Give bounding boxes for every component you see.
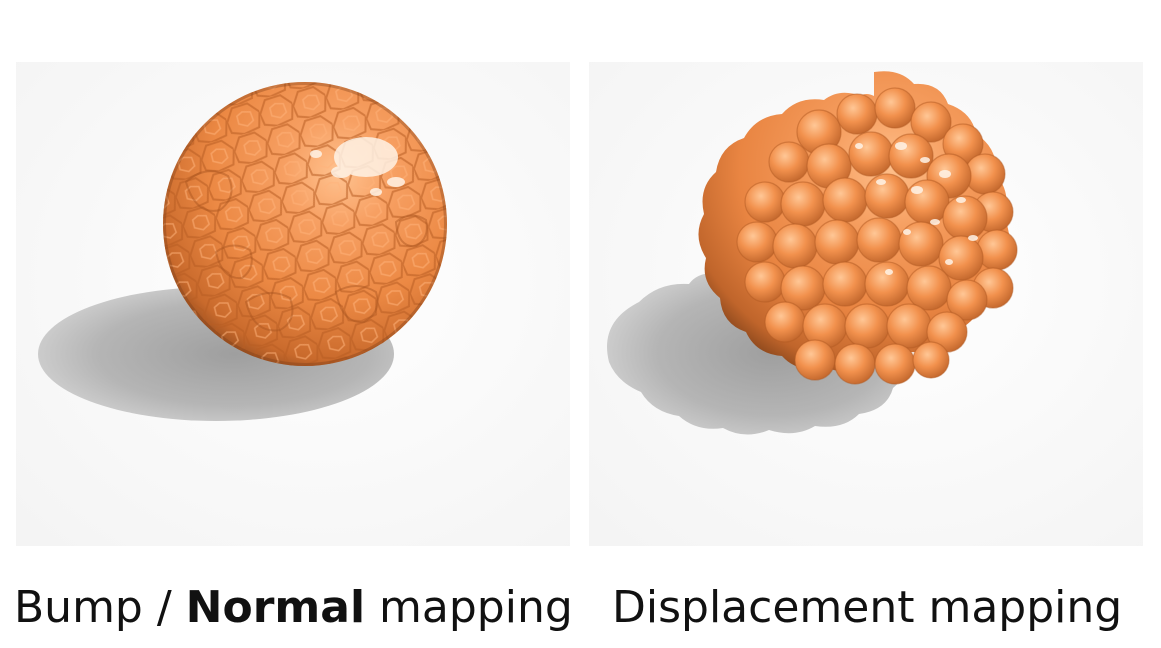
caption-prefix: Bump / [14,582,186,633]
caption-suffix: mapping [365,582,573,633]
displacement-mapping-image [589,62,1143,546]
bump-normal-mapping-caption: Bump / Normal mapping [14,578,573,638]
bump-normal-mapping-image [16,62,570,546]
caption-bold-word: Normal [185,582,366,633]
displacement-mapping-caption: Displacement mapping [612,582,1123,633]
